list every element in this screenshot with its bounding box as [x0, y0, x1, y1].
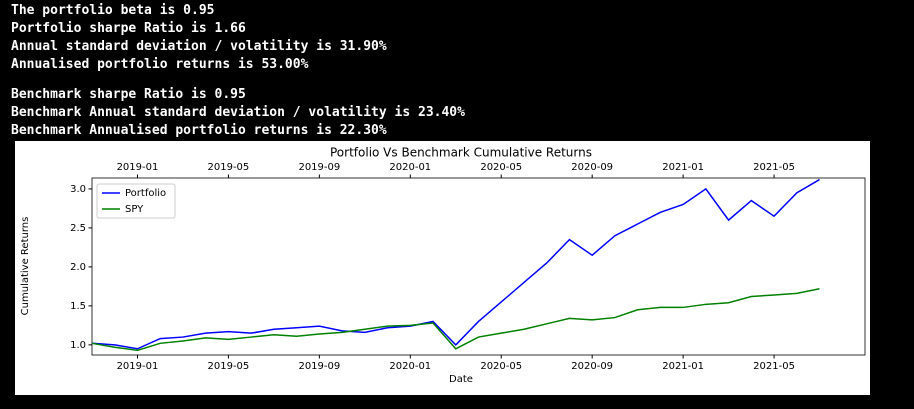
- x-tick-label: 2019-09: [298, 361, 340, 372]
- stat-line: Benchmark Annualised portfolio returns i…: [11, 123, 387, 138]
- y-axis-label: Cumulative Returns: [20, 217, 31, 316]
- x-tick-label-top: 2020-05: [480, 162, 522, 173]
- portfolio-stats: The portfolio beta is 0.95 Portfolio shar…: [11, 2, 387, 74]
- stat-line: Annual standard deviation / volatility i…: [11, 39, 387, 54]
- x-tick-label-top: 2019-01: [117, 162, 159, 173]
- stat-line: Portfolio sharpe Ratio is 1.66: [11, 21, 246, 36]
- plot-area: [91, 177, 866, 356]
- stat-line: Benchmark sharpe Ratio is 0.95: [11, 87, 246, 102]
- x-axis-label: Date: [449, 374, 473, 385]
- x-tick-label: 2020-09: [571, 361, 613, 372]
- x-tick-label-top: 2021-05: [753, 162, 795, 173]
- x-tick-label-top: 2020-09: [571, 162, 613, 173]
- benchmark-stats: Benchmark sharpe Ratio is 0.95 Benchmark …: [11, 86, 465, 140]
- y-tick-label: 1.0: [70, 340, 86, 351]
- x-tick-label: 2020-05: [480, 361, 522, 372]
- x-tick-label: 2021-01: [662, 361, 704, 372]
- y-tick-label: 2.0: [70, 262, 86, 273]
- chart: Portfolio Vs Benchmark Cumulative Return…: [15, 141, 870, 395]
- x-tick-label: 2021-05: [753, 361, 795, 372]
- x-tick-label: 2019-01: [117, 361, 159, 372]
- x-tick-label: 2020-01: [389, 361, 431, 372]
- x-tick-label-top: 2019-09: [298, 162, 340, 173]
- y-tick-label: 3.0: [70, 184, 86, 195]
- x-tick-label-top: 2021-01: [662, 162, 704, 173]
- series-line: [91, 287, 820, 352]
- stat-line: The portfolio beta is 0.95: [11, 3, 215, 18]
- stat-line: Annualised portfolio returns is 53.00%: [11, 57, 309, 72]
- x-tick-label-top: 2019-05: [208, 162, 250, 173]
- y-tick-label: 2.5: [70, 223, 86, 234]
- x-tick-label-top: 2020-01: [389, 162, 431, 173]
- chart-title: Portfolio Vs Benchmark Cumulative Return…: [330, 146, 592, 160]
- x-tick-label: 2019-05: [208, 361, 250, 372]
- series-line: [91, 178, 820, 350]
- stat-line: Benchmark Annual standard deviation / vo…: [11, 105, 465, 120]
- legend-label: SPY: [125, 204, 144, 215]
- y-tick-label: 1.5: [70, 301, 86, 312]
- legend: Portfolio SPY: [96, 183, 176, 219]
- legend-label: Portfolio: [125, 188, 166, 199]
